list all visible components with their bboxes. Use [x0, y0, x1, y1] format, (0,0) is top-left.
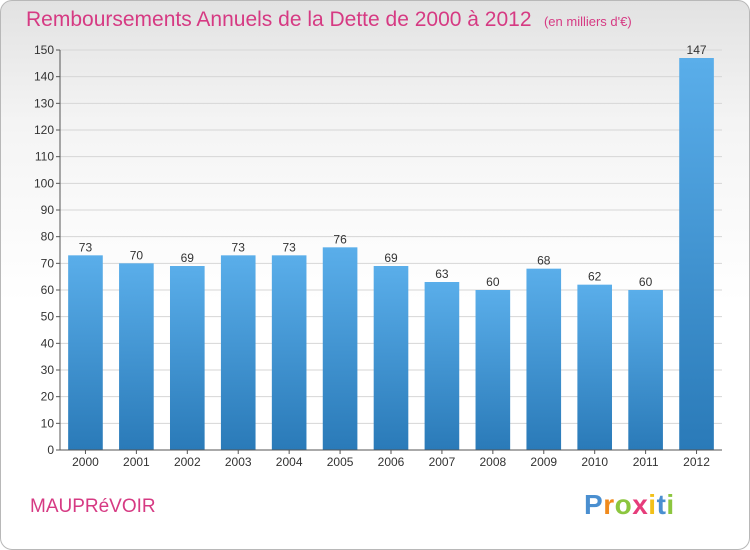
bar-2011	[628, 290, 663, 450]
y-tick-label: 40	[41, 336, 55, 350]
bar-2002	[169, 266, 205, 450]
y-tick-label: 10	[41, 416, 55, 430]
x-tick-label: 2010	[581, 455, 608, 469]
data-label: 73	[232, 240, 246, 254]
logo-letter: i	[666, 489, 675, 520]
y-tick-label: 150	[34, 43, 54, 57]
logo-letter: x	[632, 489, 649, 520]
x-tick-label: 2012	[683, 455, 710, 469]
x-tick-label: 2005	[327, 455, 354, 469]
y-tick-label: 90	[41, 203, 55, 217]
bar-2010	[577, 284, 613, 450]
bars	[68, 58, 714, 450]
logo-letter: P	[584, 489, 604, 520]
data-label: 63	[435, 267, 449, 281]
x-tick-label: 2002	[174, 455, 201, 469]
logo-letter: r	[603, 489, 615, 520]
y-tick-label: 120	[34, 123, 54, 137]
bar-2012	[679, 58, 714, 450]
bar-2004	[271, 255, 307, 450]
bar-2009	[526, 268, 562, 450]
y-tick-label: 60	[41, 283, 55, 297]
data-label: 68	[537, 254, 551, 268]
data-labels: 73 70 69 73 73 76 69 63 60 68 62 60 147	[79, 43, 707, 289]
y-tick-label: 80	[41, 230, 55, 244]
x-tick-label: 2008	[479, 455, 506, 469]
y-tick-label: 130	[34, 96, 54, 110]
bar-2007	[424, 282, 460, 450]
bar-2005	[322, 247, 358, 450]
logo-letter: o	[614, 489, 633, 520]
x-tick-label: 2009	[530, 455, 557, 469]
bar-2003	[220, 255, 256, 450]
data-label: 69	[181, 251, 195, 265]
x-tick-label: 2003	[225, 455, 252, 469]
y-tick-label: 140	[34, 70, 54, 84]
y-tick-label: 100	[34, 176, 54, 190]
data-label: 73	[282, 240, 296, 254]
x-tick-label: 2007	[429, 455, 456, 469]
data-label: 73	[79, 240, 93, 254]
data-label: 147	[687, 43, 707, 57]
data-label: 70	[130, 248, 144, 262]
data-label: 69	[384, 251, 398, 265]
x-tick-label: 2004	[276, 455, 303, 469]
chart-unit: (en milliers d'€)	[543, 14, 632, 29]
data-label: 60	[486, 275, 500, 289]
y-tick-label: 50	[41, 310, 55, 324]
bar-2000	[68, 255, 103, 450]
bar-2006	[373, 266, 409, 450]
logo-letter: t	[656, 489, 667, 520]
data-label: 60	[639, 275, 653, 289]
logo-letter: i	[648, 489, 657, 520]
chart-title: Remboursements Annuels de la Dette de 20…	[26, 8, 532, 31]
proxiti-logo: Proxiti	[584, 489, 675, 521]
bar-2008	[475, 290, 511, 450]
chart-title-row: Remboursements Annuels de la Dette de 20…	[26, 8, 632, 32]
data-label: 76	[333, 232, 347, 246]
x-tick-label: 2006	[378, 455, 405, 469]
y-tick-label: 0	[47, 443, 54, 457]
axes: 0 10 20 30 40 50 60 70 80 90 100 110 120 130 140 150 200…	[34, 43, 722, 469]
x-tick-label: 2001	[123, 455, 150, 469]
bar-2001	[119, 263, 154, 450]
x-tick-label: 2000	[72, 455, 99, 469]
y-tick-label: 30	[41, 363, 55, 377]
y-tick-label: 20	[41, 390, 55, 404]
y-tick-label: 70	[41, 256, 55, 270]
x-tick-label: 2011	[633, 455, 659, 469]
data-label: 62	[588, 270, 602, 284]
town-name: MAUPRéVOIR	[30, 496, 156, 517]
y-tick-label: 110	[35, 150, 54, 164]
